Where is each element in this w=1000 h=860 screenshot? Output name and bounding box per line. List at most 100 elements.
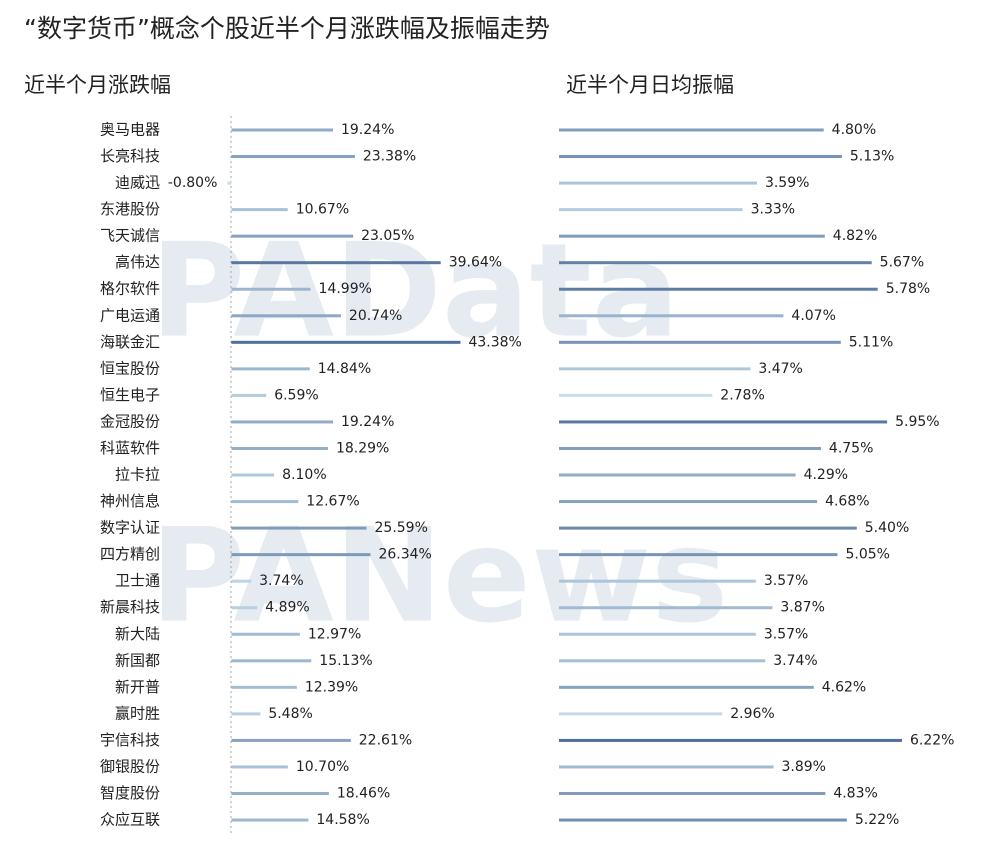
bar — [231, 579, 252, 583]
bar — [231, 128, 333, 132]
bar — [231, 155, 355, 159]
value-label: 4.29% — [804, 467, 848, 483]
category-label: 金冠股份 — [100, 412, 160, 430]
value-label: 3.57% — [764, 573, 808, 589]
value-label: 23.05% — [361, 228, 414, 244]
value-label: 4.80% — [832, 122, 876, 138]
bar — [231, 526, 367, 530]
bar — [559, 420, 888, 424]
value-label: 14.58% — [316, 812, 369, 828]
bar — [559, 685, 814, 689]
category-label: 智度股份 — [100, 784, 160, 802]
value-label: 5.78% — [886, 281, 930, 297]
value-label: 5.22% — [855, 812, 899, 828]
category-label: 神州信息 — [100, 492, 160, 510]
bar — [559, 261, 872, 265]
value-label: 20.74% — [349, 308, 402, 324]
value-label: 5.11% — [849, 334, 893, 350]
value-label: 12.97% — [308, 626, 361, 642]
category-label: 四方精创 — [100, 545, 160, 563]
value-label: 6.22% — [910, 732, 954, 748]
bar — [559, 314, 784, 318]
bar — [231, 659, 312, 663]
value-label: 14.99% — [319, 281, 372, 297]
value-label: 12.67% — [306, 494, 359, 510]
value-label: 4.83% — [833, 786, 877, 802]
value-label: 3.74% — [259, 573, 303, 589]
value-label: 5.67% — [880, 255, 924, 271]
value-label: 4.07% — [791, 308, 835, 324]
bar — [231, 208, 288, 212]
value-label: 3.87% — [780, 600, 824, 616]
panel-title: 近半个月涨跌幅 — [24, 73, 171, 97]
bar — [559, 367, 751, 371]
category-label: 宇信科技 — [100, 731, 160, 749]
bar — [559, 632, 756, 636]
bar — [559, 340, 841, 344]
bar — [227, 181, 232, 185]
bar — [559, 765, 774, 769]
bar — [559, 818, 847, 822]
bar — [559, 393, 713, 397]
bar — [231, 340, 461, 344]
category-label: 长亮科技 — [100, 147, 160, 165]
bar — [231, 261, 441, 265]
bar — [559, 181, 757, 185]
category-label: 新国都 — [115, 651, 160, 669]
value-label: 26.34% — [378, 547, 431, 563]
bar — [559, 473, 796, 477]
panel-title: 近半个月日均振幅 — [566, 73, 734, 97]
value-label: -0.80% — [168, 175, 218, 191]
value-label: 4.68% — [825, 494, 869, 510]
category-label: 科蓝软件 — [100, 439, 160, 457]
value-label: 23.38% — [363, 149, 416, 165]
category-label: 赢时胜 — [115, 704, 160, 722]
category-label: 恒生电子 — [100, 386, 160, 404]
bar — [231, 712, 261, 716]
value-label: 4.82% — [833, 228, 877, 244]
value-label: 8.10% — [282, 467, 326, 483]
value-label: 10.67% — [296, 202, 349, 218]
bar — [559, 234, 825, 238]
value-label: 25.59% — [375, 520, 428, 536]
category-label: 奥马电器 — [100, 121, 160, 139]
value-label: 4.89% — [265, 600, 309, 616]
chart-title: “数字货币”概念个股近半个月涨跌幅及振幅走势 — [24, 14, 550, 43]
watermark: PANews — [150, 500, 728, 652]
bar — [231, 314, 341, 318]
category-label: 恒宝股份 — [100, 359, 160, 377]
value-label: 4.75% — [829, 440, 873, 456]
value-label: 3.89% — [782, 759, 826, 775]
category-label: 新大陆 — [115, 625, 160, 643]
category-label: 新晨科技 — [100, 598, 160, 616]
value-label: 19.24% — [341, 122, 394, 138]
value-label: 5.95% — [895, 414, 939, 430]
bar — [231, 234, 354, 238]
category-label: 拉卡拉 — [115, 466, 160, 484]
bar — [231, 685, 297, 689]
bar — [559, 792, 826, 795]
bar — [559, 128, 824, 132]
bar — [231, 393, 267, 397]
category-label: 东港股份 — [100, 200, 160, 218]
value-label: 22.61% — [359, 732, 412, 748]
bar — [231, 446, 328, 450]
category-label: 海联金汇 — [100, 333, 160, 351]
bar — [559, 287, 878, 291]
value-label: 14.84% — [318, 361, 371, 377]
bar — [559, 208, 743, 212]
value-label: 12.39% — [305, 679, 358, 695]
bar — [559, 659, 766, 663]
bar — [231, 500, 299, 504]
category-label: 广电运通 — [100, 306, 160, 324]
bar — [231, 765, 288, 769]
bar — [559, 526, 857, 530]
bar — [231, 553, 371, 557]
value-label: 3.47% — [758, 361, 802, 377]
category-label: 格尔软件 — [100, 280, 160, 298]
category-label: 高伟达 — [115, 253, 160, 271]
category-label: 新开普 — [115, 678, 160, 696]
bar — [231, 606, 258, 610]
category-label: 数字认证 — [100, 519, 160, 537]
